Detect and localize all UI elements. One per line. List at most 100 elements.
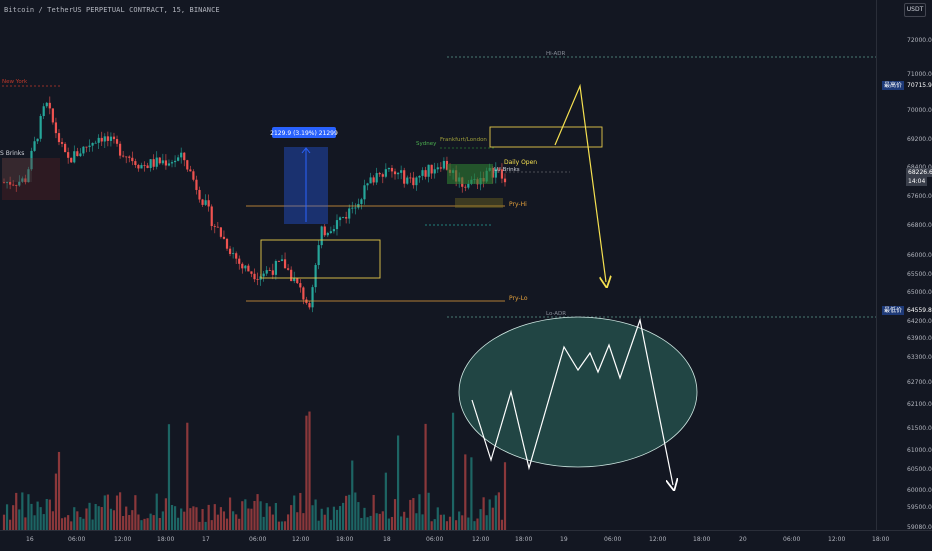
volume-bar <box>442 514 446 530</box>
volume-bar <box>210 520 213 530</box>
candle-body <box>387 167 391 170</box>
time-tick: 06:00 <box>249 536 267 543</box>
candle-body <box>271 270 274 275</box>
candle-body <box>363 185 366 200</box>
candle-body <box>439 167 442 169</box>
supply-zone-box[interactable] <box>489 126 603 148</box>
session-box-newyork <box>2 158 60 200</box>
candle-body <box>2 182 6 184</box>
volume-bar <box>360 517 363 530</box>
volume-bar <box>488 499 491 530</box>
candle-body <box>228 248 232 254</box>
price-tick: 60000.0 <box>907 487 932 494</box>
candle-body <box>73 151 76 163</box>
candle-body <box>12 184 15 186</box>
volume-bar <box>256 494 259 530</box>
time-tick: 16 <box>26 536 34 543</box>
candle-body <box>149 159 152 168</box>
volume-bar <box>396 435 400 530</box>
volume-bar <box>195 507 198 530</box>
candle-body <box>247 265 250 272</box>
candle-body <box>173 160 177 163</box>
candle-body <box>262 273 265 277</box>
volume-bar <box>338 506 342 530</box>
volume-bar <box>9 519 12 530</box>
volume-bar <box>216 514 219 530</box>
volume-bar <box>88 502 91 530</box>
volume-bar <box>228 497 232 530</box>
candle-body <box>76 151 79 157</box>
currency-button[interactable]: USDT <box>904 3 926 17</box>
volume-bar <box>363 507 366 530</box>
volume-bar <box>15 492 18 530</box>
volume-bar <box>45 499 48 530</box>
volume-bar <box>57 451 61 530</box>
candle-body <box>183 152 186 161</box>
volume-bar <box>482 497 485 530</box>
countdown-badge: 14:04 <box>906 177 928 186</box>
price-tick: 60500.0 <box>907 466 932 473</box>
volume-bar <box>85 508 88 530</box>
candle-body <box>57 133 61 143</box>
time-axis[interactable]: 16 06:00 12:00 18:00 17 06:00 12:00 18:00 18 06:0… <box>0 530 932 551</box>
volume-bar <box>27 494 30 530</box>
low-label-badge: 最低价 <box>882 306 905 315</box>
candle-body <box>24 178 27 183</box>
volume-histogram <box>2 411 507 530</box>
candle-body <box>131 157 134 162</box>
volume-bar <box>137 514 140 530</box>
candle-body <box>106 136 109 141</box>
candle-body <box>100 137 103 142</box>
candle-body <box>378 173 381 175</box>
volume-bar <box>357 502 360 530</box>
candle-body <box>277 261 281 262</box>
time-tick: 18:00 <box>515 536 533 543</box>
volume-bar <box>290 505 293 530</box>
volume-bar <box>265 503 268 530</box>
volume-bar <box>5 504 9 530</box>
volume-bar <box>500 519 504 530</box>
price-tick: 66800.0 <box>907 222 932 229</box>
volume-bar <box>207 504 210 530</box>
candle-body <box>21 178 24 182</box>
volume-bar <box>170 504 174 530</box>
volume-bar <box>48 499 51 530</box>
candle-body <box>39 116 42 139</box>
candle-body <box>253 273 256 280</box>
candle-body <box>170 162 174 164</box>
volume-bar <box>311 505 314 530</box>
volume-bar <box>494 495 497 530</box>
candle-body <box>177 157 180 161</box>
projection-path-white[interactable] <box>471 317 673 485</box>
volume-bar <box>381 511 384 530</box>
time-tick: 18:00 <box>336 536 354 543</box>
price-tick: 69200.0 <box>907 136 932 143</box>
price-tick: 59080.0 <box>907 524 932 531</box>
volume-bar <box>393 499 397 530</box>
candle-body <box>198 189 201 200</box>
volume-bar <box>384 472 387 530</box>
volume-bar <box>250 508 253 530</box>
price-tick: 62100.0 <box>907 401 932 408</box>
volume-bar <box>348 494 351 530</box>
volume-bar <box>314 499 317 530</box>
price-axis[interactable]: 72000.0 71000.0 70000.0 69200.0 68400.0 67600… <box>876 0 932 531</box>
volume-bar <box>476 518 479 530</box>
candle-body <box>155 157 158 167</box>
candle-body <box>332 229 336 232</box>
candle-body <box>265 270 268 274</box>
price-tick: 62700.0 <box>907 379 932 386</box>
label-lo-adr: Lo-ADR <box>546 311 566 317</box>
label-newyork: New York <box>2 79 28 85</box>
candle-body <box>167 163 171 166</box>
volume-bar <box>421 514 424 530</box>
projection-ellipse[interactable] <box>458 316 698 468</box>
projection-path-yellow[interactable] <box>554 83 606 282</box>
candle-body <box>445 160 449 170</box>
price-tick: 71000.0 <box>907 71 932 78</box>
volume-bar <box>485 515 488 530</box>
volume-bar <box>479 509 482 530</box>
demand-zone-box[interactable] <box>260 239 381 279</box>
candle-body <box>293 278 296 282</box>
